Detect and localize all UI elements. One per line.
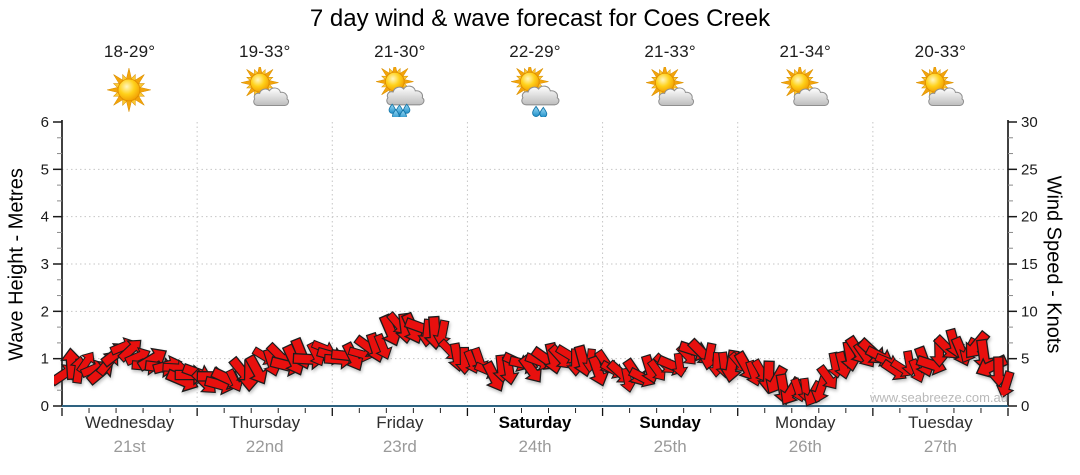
wind-arrow-series xyxy=(54,311,1015,407)
day-name-label: Monday xyxy=(775,413,836,432)
day-date-label: 21st xyxy=(113,437,146,456)
wind-arrow xyxy=(76,351,95,375)
wind-arrow xyxy=(373,332,393,360)
day-date-label: 25th xyxy=(653,437,687,456)
weather-icon-sunny xyxy=(105,67,155,117)
wind-arrow xyxy=(432,319,452,348)
day-date-label: 27th xyxy=(923,437,957,456)
day-name-label: Sunday xyxy=(639,413,701,432)
day-date-label: 22nd xyxy=(245,437,284,456)
weather-icon-partly-cloudy xyxy=(645,63,695,117)
forecast-day-column: 20-33° xyxy=(873,42,1008,117)
temperature-range: 21-34° xyxy=(779,42,832,61)
left-axis-tick-label: 2 xyxy=(41,303,49,320)
day-date-label: 23rd xyxy=(382,437,417,456)
day-label-column: Thursday 22nd xyxy=(197,413,332,457)
right-axis-tick-label: 15 xyxy=(1021,256,1038,273)
day-name-label: Wednesday xyxy=(84,413,175,432)
day-name-label: Friday xyxy=(376,413,424,432)
forecast-day-column: 18-29° xyxy=(62,42,197,117)
left-axis-tick-label: 0 xyxy=(41,398,49,415)
day-name-label: Thursday xyxy=(229,413,301,432)
day-date-label: 26th xyxy=(788,437,822,456)
wind-arrow xyxy=(671,352,689,378)
day-label-column: Saturday 24th xyxy=(467,413,602,457)
wind-arrow xyxy=(995,370,1015,399)
temperature-range: 21-30° xyxy=(374,42,426,61)
left-axis-tick-label: 6 xyxy=(41,114,49,131)
day-label-column: Sunday 25th xyxy=(603,413,738,457)
weather-icon-light-showers xyxy=(510,62,560,118)
day-name-label: Saturday xyxy=(498,413,572,432)
chart-title: 7 day wind & wave forecast for Coes Cree… xyxy=(309,5,771,32)
temperature-range: 22-29° xyxy=(509,42,561,61)
right-axis-tick-label: 30 xyxy=(1021,114,1038,131)
axis-ticks: 0 1 2 3 4 5 6 0 5 10 15 20 25 30 xyxy=(41,114,1038,416)
forecast-day-column: 22-29° xyxy=(467,42,602,118)
weather-icon-partly-cloudy xyxy=(915,63,965,117)
temperature-range: 20-33° xyxy=(914,42,967,61)
left-axis-tick-label: 5 xyxy=(41,161,49,178)
right-axis-tick-label: 25 xyxy=(1021,161,1038,178)
weather-icon-partly-cloudy xyxy=(240,63,290,117)
left-axis-tick-label: 4 xyxy=(41,209,49,226)
forecast-day-column: 21-34° xyxy=(738,42,873,117)
temperature-range: 18-29° xyxy=(103,42,156,61)
right-axis-tick-label: 0 xyxy=(1021,398,1029,415)
day-name-label: Tuesday xyxy=(908,413,973,432)
day-date-label: 24th xyxy=(518,437,552,456)
watermark: www.seabreeze.com.au xyxy=(869,390,1008,405)
left-axis-tick-label: 1 xyxy=(41,351,49,368)
day-label-column: Monday 26th xyxy=(738,413,873,457)
day-labels-row: Wednesday 21st Thursday 22nd Friday 23rd Satur… xyxy=(62,413,1008,457)
forecast-day-column: 21-33° xyxy=(603,42,738,117)
right-axis-tick-label: 10 xyxy=(1021,303,1038,320)
weather-icon-partly-cloudy xyxy=(780,63,830,117)
left-axis-tick-label: 3 xyxy=(41,256,49,273)
right-axis-tick-label: 5 xyxy=(1021,351,1029,368)
temperature-range: 21-33° xyxy=(644,42,696,61)
forecast-day-column: 19-33° xyxy=(197,42,332,117)
day-label-column: Friday 23rd xyxy=(332,413,467,457)
right-axis-tick-label: 20 xyxy=(1021,209,1038,226)
day-label-column: Tuesday 27th xyxy=(873,413,1008,457)
daily-summary-row: 18-29° 19-33° 21-30° 22-29° xyxy=(62,42,1008,120)
temperature-range: 19-33° xyxy=(238,42,291,61)
day-label-column: Wednesday 21st xyxy=(62,413,197,457)
